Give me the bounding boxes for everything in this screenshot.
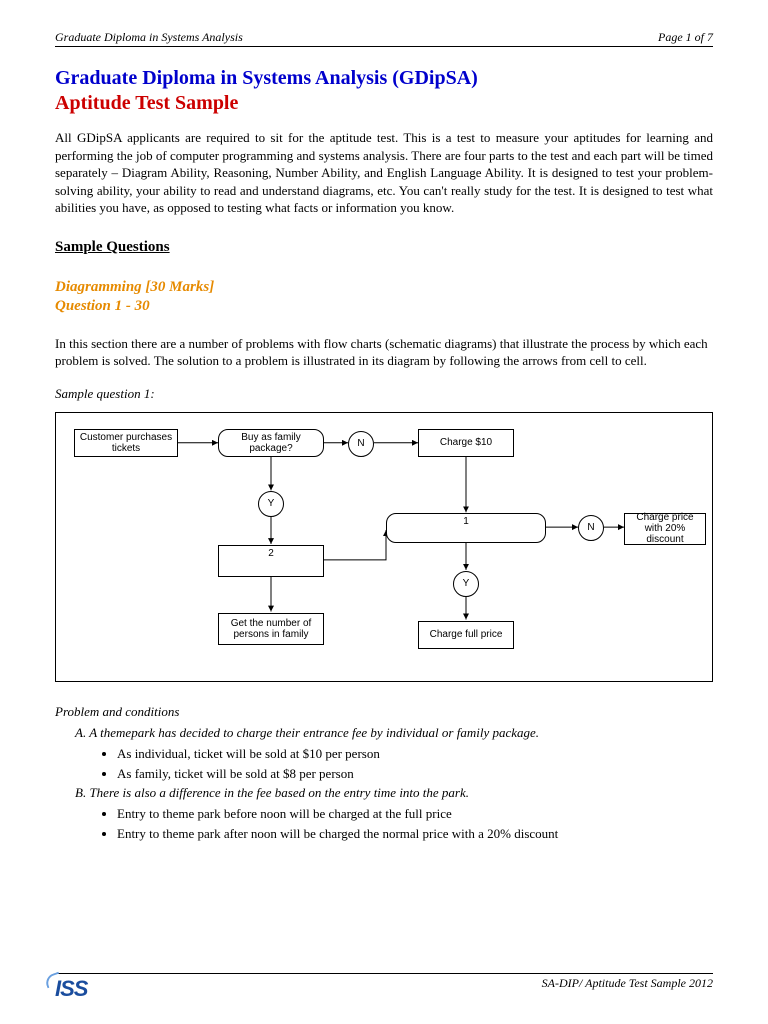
problem-conditions-title: Problem and conditions (55, 704, 713, 720)
problem-list: A. A themepark has decided to charge the… (55, 724, 713, 844)
doc-title-main: Graduate Diploma in Systems Analysis (GD… (55, 67, 713, 90)
diagramming-heading: Diagramming [30 Marks] Question 1 - 30 (55, 278, 713, 317)
node-charge10: Charge $10 (418, 429, 514, 457)
header-right: Page 1 of 7 (658, 30, 713, 45)
node-n2: N (578, 515, 604, 541)
footer-right: SA-DIP/ Aptitude Test Sample 2012 (542, 976, 713, 991)
page-footer: ISS SA-DIP/ Aptitude Test Sample 2012 (55, 973, 713, 1002)
iss-logo: ISS (55, 976, 87, 1002)
node-decision-family: Buy as family package? (218, 429, 324, 457)
problem-b-sublist: Entry to theme park before noon will be … (75, 805, 713, 844)
diagramming-range: Question 1 - 30 (55, 297, 713, 317)
sample-questions-heading: Sample Questions (55, 239, 713, 256)
header-left: Graduate Diploma in Systems Analysis (55, 30, 243, 45)
node-box2: 2 (218, 545, 324, 577)
page-header: Graduate Diploma in Systems Analysis Pag… (55, 30, 713, 47)
node-discount: Charge price with 20% discount (624, 513, 706, 545)
problem-b2: Entry to theme park after noon will be c… (117, 825, 713, 844)
problem-a1: As individual, ticket will be sold at $1… (117, 745, 713, 764)
sample-question-label: Sample question 1: (55, 386, 713, 402)
diagramming-title: Diagramming [30 Marks] (55, 278, 713, 298)
node-y2: Y (453, 571, 479, 597)
node-y1: Y (258, 491, 284, 517)
node-box1: 1 (386, 513, 546, 543)
node-chargefull: Charge full price (418, 621, 514, 649)
node-start: Customer purchases tickets (74, 429, 178, 457)
problem-b: B. There is also a difference in the fee… (75, 784, 713, 803)
problem-a-sublist: As individual, ticket will be sold at $1… (75, 745, 713, 784)
node-getnum: Get the number of persons in family (218, 613, 324, 645)
flowchart: Customer purchases tickets Buy as family… (55, 412, 713, 682)
node-n1: N (348, 431, 374, 457)
problem-a: A. A themepark has decided to charge the… (75, 724, 713, 743)
doc-title-sub: Aptitude Test Sample (55, 92, 713, 115)
intro-paragraph: All GDipSA applicants are required to si… (55, 129, 713, 217)
problem-a2: As family, ticket will be sold at $8 per… (117, 765, 713, 784)
problem-b1: Entry to theme park before noon will be … (117, 805, 713, 824)
diagramming-desc: In this section there are a number of pr… (55, 335, 713, 370)
